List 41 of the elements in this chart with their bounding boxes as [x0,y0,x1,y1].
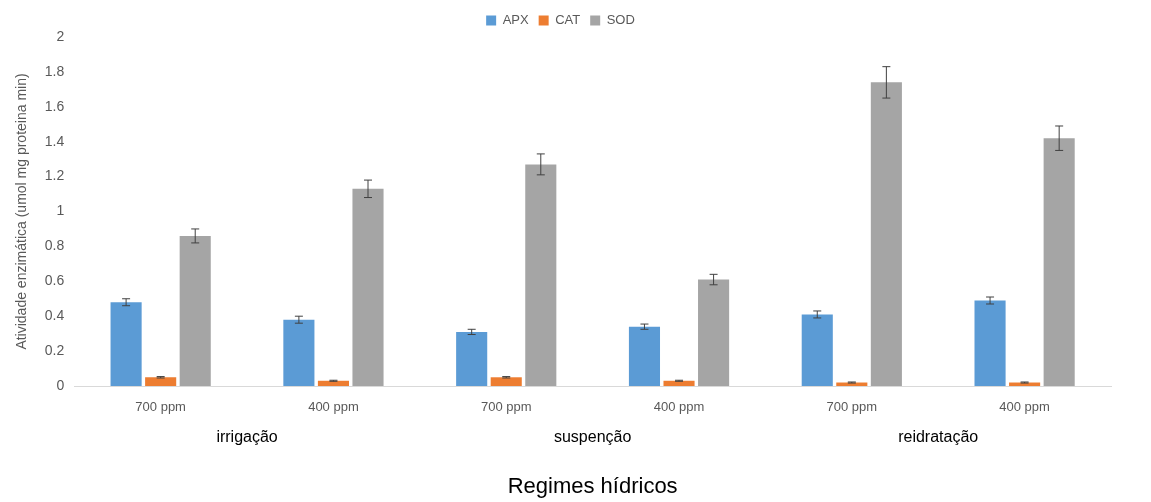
x-tick-label: 400 ppm [308,399,359,415]
y-tick-label: 0.2 [44,341,65,358]
y-tick-label: 0 [56,376,65,393]
bar [317,380,349,386]
bar [283,319,315,386]
bar [974,300,1006,386]
y-tick-label: 0.8 [44,237,65,254]
bar [1043,138,1075,386]
bar [698,279,730,386]
bar [628,326,661,386]
y-tick-label: 1 [56,202,65,219]
bar [525,164,557,386]
y-tick-label: 1.4 [44,132,65,149]
y-tick-label: 1.8 [44,62,65,79]
y-tick-label: 1.6 [44,97,65,114]
x-axis-title: Regimes hídricos [507,472,678,498]
y-tick-label: 0.6 [44,272,65,289]
x-tick-label: 700 ppm [480,399,532,415]
bar [801,314,833,386]
x-tick-label: 700 ppm [826,399,878,415]
x-tick-label: 400 ppm [653,399,705,415]
y-tick-label: 1.2 [44,167,65,184]
bar [456,331,488,386]
text: irrigação [216,428,278,446]
legend-label: APX [502,12,529,28]
y-axis-title: Atividade enzimática (umol mg proteina min) [13,73,30,350]
bar [352,188,384,386]
bar [870,82,902,386]
legend-label: CAT [555,12,581,28]
y-tick-label: 0.4 [44,307,65,324]
x-tick-label: 700 ppm [135,399,186,415]
y-tick-label: 2 [56,27,65,44]
bar [663,380,695,386]
bar [110,302,142,386]
text: reidratação [898,428,979,446]
bar [179,235,211,386]
x-tick-label: 400 ppm [999,399,1050,415]
bar [145,377,177,386]
bar [490,377,522,386]
text: suspenção [553,428,632,446]
legend-label: SOD [606,12,635,28]
